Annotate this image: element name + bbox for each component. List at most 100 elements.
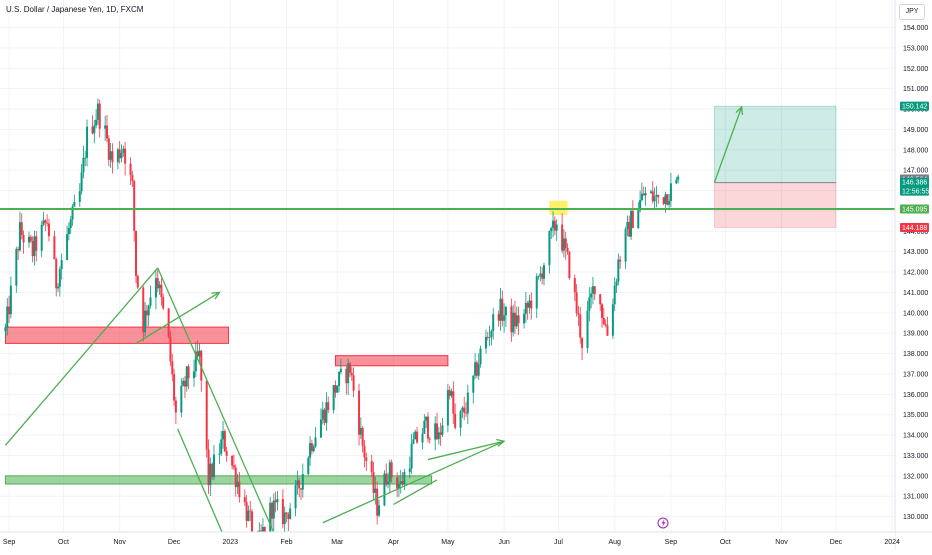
candle-up [590, 293, 593, 298]
time-tick-label: Oct [58, 539, 69, 546]
candle-up [236, 481, 239, 488]
price-tick-label: 153.000 [903, 45, 928, 52]
candle-up [247, 510, 250, 521]
candle-down [310, 443, 313, 452]
time-tick-label: Sep [3, 539, 16, 546]
price-label[interactable]: 144.188 [900, 222, 929, 232]
trend-line[interactable] [393, 479, 438, 505]
candle-down [124, 148, 127, 164]
candle-down [136, 275, 139, 288]
arrow-shaft [713, 106, 743, 183]
candle-down [281, 498, 284, 525]
candle-down [8, 306, 11, 315]
resistance-zone[interactable] [334, 355, 449, 367]
time-tick-label: Jul [554, 539, 563, 546]
resistance-zone[interactable] [4, 326, 229, 344]
trend-line[interactable] [4, 267, 159, 446]
candle-down [513, 312, 516, 327]
candle-up [637, 210, 640, 229]
candle-up [57, 286, 60, 289]
candle-up [504, 306, 507, 316]
candle-down [234, 467, 237, 488]
lightning-icon[interactable] [657, 517, 669, 529]
candle-up [347, 363, 350, 384]
arrow-head [735, 105, 744, 116]
price-tick-label: 138.000 [903, 351, 928, 358]
price-tick-label: 154.000 [903, 25, 928, 32]
candle-down [263, 526, 266, 533]
candle-up [640, 193, 643, 201]
price-tick-label: 141.000 [903, 290, 928, 297]
candle-down [207, 449, 210, 486]
lightning-icon-bolt [661, 519, 666, 527]
candle-up [388, 462, 391, 482]
candle-down [370, 460, 373, 473]
candle-down [245, 502, 248, 521]
support-zone[interactable] [4, 475, 433, 485]
highlight-box[interactable] [549, 200, 568, 215]
candle-down [517, 315, 520, 324]
candle-up [562, 238, 565, 251]
candle-up [120, 152, 123, 159]
candle-up [158, 284, 161, 289]
candle-up [338, 372, 341, 386]
trend-line[interactable] [322, 440, 505, 524]
candle-up [93, 125, 96, 134]
trend-line[interactable] [177, 428, 230, 548]
candle-down [454, 413, 457, 428]
candle-up [591, 286, 594, 294]
price-tick-label: 139.000 [903, 331, 928, 338]
candle-down [581, 337, 584, 349]
candle-down [526, 302, 529, 308]
candle-down [510, 306, 513, 333]
candle-up [218, 453, 221, 455]
candle-up [95, 119, 98, 126]
stop-loss-zone[interactable] [714, 182, 837, 228]
candle-up [414, 431, 417, 440]
time-tick-label: Dec [830, 539, 843, 546]
candle-up [421, 433, 424, 443]
candle-up [412, 439, 415, 444]
trend-line[interactable] [157, 267, 285, 555]
candle-up [9, 285, 12, 315]
candle-down [363, 445, 366, 458]
candle-down [662, 197, 665, 204]
candle-up [512, 312, 515, 333]
price-tick-label: 134.000 [903, 433, 928, 440]
price-tick-label: 152.000 [903, 66, 928, 73]
arrow-drawing[interactable] [713, 105, 744, 183]
arrow-head [496, 438, 506, 447]
candle-up [399, 481, 402, 485]
candle-up [86, 126, 89, 158]
candle-down [428, 438, 431, 440]
time-tick-label: Oct [720, 539, 731, 546]
candle-up [40, 224, 43, 251]
candle-down [334, 385, 337, 393]
candle-up [28, 236, 31, 243]
arrow-drawing[interactable] [427, 438, 506, 461]
price-label-bg [900, 204, 929, 214]
price-label[interactable]: 145.095 [900, 204, 929, 214]
arrow-drawing[interactable] [135, 291, 221, 344]
candle-up [58, 269, 61, 287]
candle-up [461, 407, 464, 412]
candle-up [185, 366, 188, 387]
price-label[interactable]: 146.386 12:56:55 [900, 177, 929, 196]
candle-up [644, 193, 647, 196]
price-tick-label: 148.000 [903, 147, 928, 154]
candle-down [118, 149, 121, 159]
profit-zone[interactable] [714, 105, 837, 183]
price-label[interactable]: 150.142 [900, 101, 929, 111]
arrow-shaft [135, 291, 220, 344]
candle-down [105, 125, 108, 139]
candle-down [628, 222, 631, 237]
candle-down [187, 366, 190, 379]
candle-up [488, 337, 491, 338]
time-axis-bg [0, 532, 895, 550]
currency-button[interactable]: JPY [899, 4, 925, 20]
candle-up [552, 220, 555, 228]
candle-down [530, 300, 533, 309]
candle-down [463, 407, 466, 413]
